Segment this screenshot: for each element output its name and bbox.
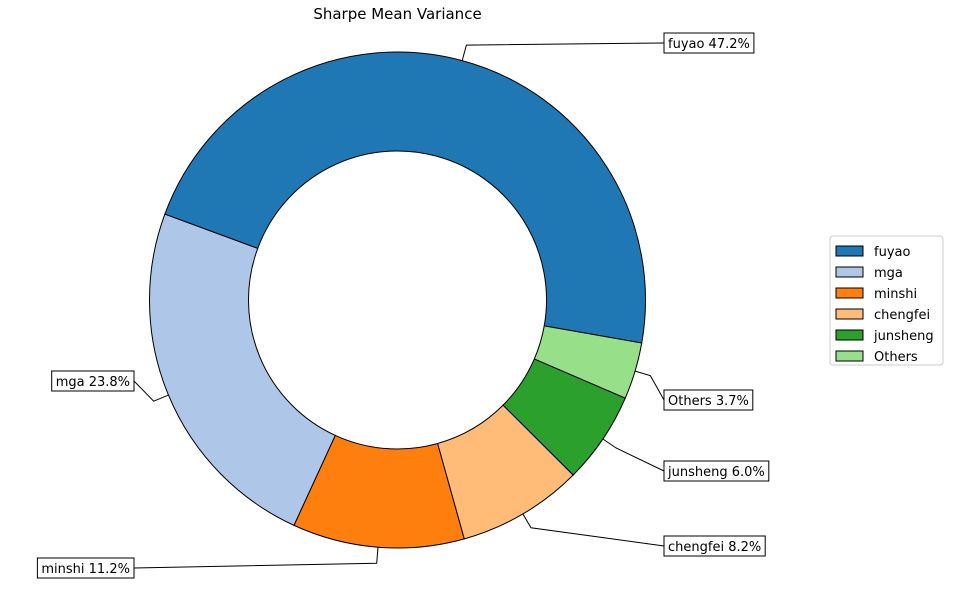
- label-connector-mga: [133, 380, 169, 402]
- slice-mga: [149, 213, 337, 527]
- slice-label-box-junsheng: [663, 460, 770, 482]
- slice-fuyao: [164, 51, 646, 344]
- slice-label-fuyao: fuyao 47.2%: [668, 37, 750, 52]
- slice-label-minshi: minshi 11.2%: [41, 562, 130, 577]
- slice-others: [533, 325, 643, 399]
- label-connector-minshi: [133, 547, 379, 569]
- legend-label-fuyao: fuyao: [874, 245, 910, 260]
- slice-label-box-chengfei: [663, 535, 766, 557]
- label-connector-fuyao: [461, 42, 665, 61]
- slice-labels: fuyao 47.2% mga 23.8% minshi 11.2% chengfei…: [36, 32, 770, 579]
- legend-label-minshi: minshi: [874, 287, 917, 302]
- donut-slices: [149, 51, 646, 549]
- chart-legend: fuyao mga minshi chengfei junsheng Others: [829, 235, 944, 366]
- label-connector-others: [634, 370, 665, 401]
- legend-swatch-mga: [835, 266, 864, 278]
- slice-label-box-others: [663, 389, 754, 411]
- slice-label-others: Others 3.7%: [668, 394, 749, 409]
- slice-label-box-fuyao: [663, 32, 755, 54]
- legend-swatch-fuyao: [835, 245, 864, 257]
- slice-label-mga: mga 23.8%: [56, 375, 130, 390]
- chart-title: Sharpe Mean Variance: [313, 5, 481, 23]
- legend-swatch-minshi: [835, 287, 864, 299]
- slice-label-junsheng: junsheng 6.0%: [667, 465, 765, 480]
- slice-label-chengfei: chengfei 8.2%: [668, 540, 761, 555]
- legend-label-junsheng: junsheng: [873, 329, 934, 344]
- legend-swatch-others: [835, 350, 864, 362]
- slice-label-box-mga: [51, 370, 135, 392]
- label-connector-chengfei: [522, 513, 665, 547]
- legend-label-mga: mga: [874, 266, 903, 281]
- legend-label-others: Others: [874, 350, 918, 365]
- label-connector-junsheng: [602, 438, 665, 472]
- legend-swatch-junsheng: [835, 329, 864, 341]
- legend-label-chengfei: chengfei: [874, 308, 930, 323]
- slice-label-box-minshi: [36, 557, 135, 579]
- legend-swatch-chengfei: [835, 308, 864, 320]
